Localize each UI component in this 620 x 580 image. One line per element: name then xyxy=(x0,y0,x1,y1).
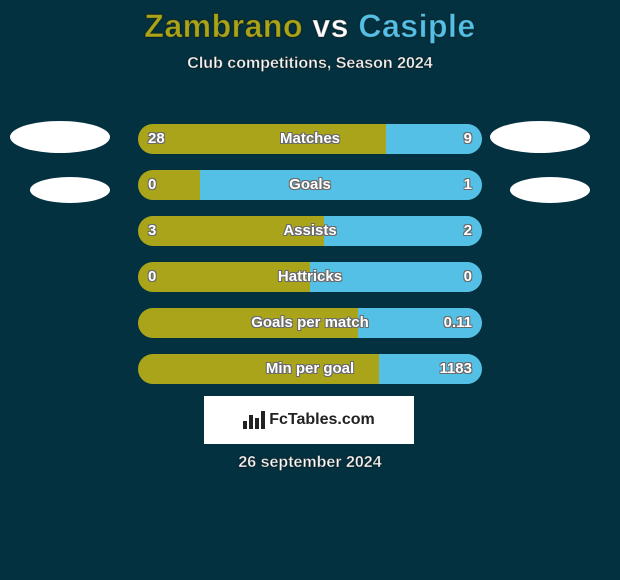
bar-fill-right xyxy=(310,262,482,292)
logo-bars-icon xyxy=(243,411,265,429)
bar-track xyxy=(138,124,482,154)
bar-track xyxy=(138,216,482,246)
subtitle: Club competitions, Season 2024 xyxy=(0,55,620,73)
stats-chart: 289Matches01Goals32Assists00Hattricks0.1… xyxy=(0,116,620,392)
bar-fill-right xyxy=(200,170,482,200)
bar-fill-left xyxy=(138,216,324,246)
date-line: 26 september 2024 xyxy=(0,454,620,472)
stat-value-right: 1183 xyxy=(439,354,472,384)
bar-track xyxy=(138,354,482,384)
title-vs: vs xyxy=(312,8,349,44)
stat-row: 289Matches xyxy=(0,116,620,162)
bar-fill-left xyxy=(138,262,310,292)
logo-box: FcTables.com xyxy=(204,396,414,444)
page-title: Zambrano vs Casiple xyxy=(0,0,620,45)
stat-value-right: 9 xyxy=(464,124,472,154)
logo-text: FcTables.com xyxy=(269,411,375,429)
bar-fill-left xyxy=(138,124,386,154)
bar-fill-right xyxy=(324,216,482,246)
bar-fill-left xyxy=(138,354,379,384)
stat-row: 01Goals xyxy=(0,162,620,208)
stat-value-right: 2 xyxy=(464,216,472,246)
stat-value-right: 1 xyxy=(464,170,472,200)
title-player2: Casiple xyxy=(358,8,475,44)
stat-row: 32Assists xyxy=(0,208,620,254)
comparison-infographic: Zambrano vs Casiple Club competitions, S… xyxy=(0,0,620,580)
bar-fill-left xyxy=(138,308,358,338)
stat-value-left: 0 xyxy=(148,170,156,200)
bar-track xyxy=(138,308,482,338)
bar-track xyxy=(138,170,482,200)
stat-value-left: 28 xyxy=(148,124,165,154)
stat-value-right: 0 xyxy=(464,262,472,292)
stat-value-right: 0.11 xyxy=(444,308,472,338)
bar-track xyxy=(138,262,482,292)
stat-row: 00Hattricks xyxy=(0,254,620,300)
stat-value-left: 0 xyxy=(148,262,156,292)
stat-row: 1183Min per goal xyxy=(0,346,620,392)
stat-value-left: 3 xyxy=(148,216,156,246)
stat-row: 0.11Goals per match xyxy=(0,300,620,346)
logo-inner: FcTables.com xyxy=(243,411,375,429)
title-player1: Zambrano xyxy=(144,8,303,44)
